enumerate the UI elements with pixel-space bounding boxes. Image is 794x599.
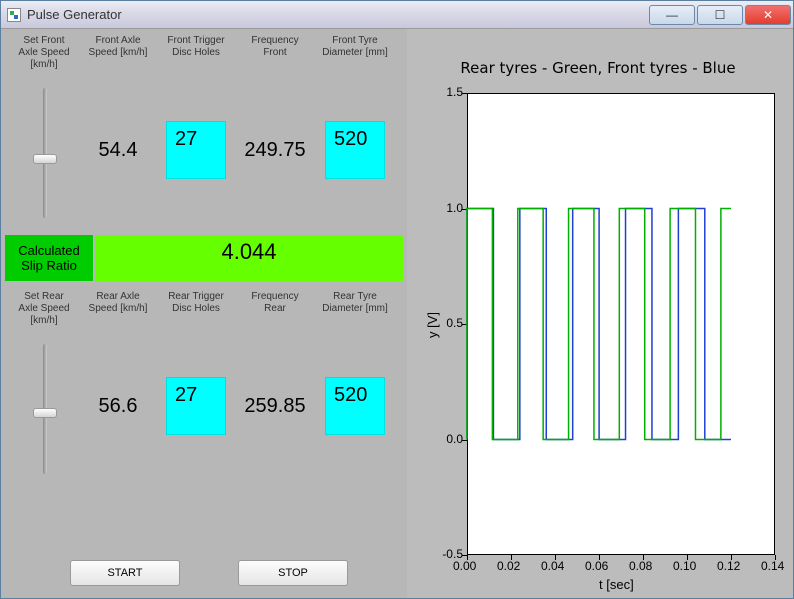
- minimize-button[interactable]: —: [649, 5, 695, 25]
- x-tick: 0.06: [585, 559, 608, 573]
- button-row: START STOP: [1, 556, 407, 590]
- slip-ratio-row: Calculated Slip Ratio 4.044: [1, 235, 407, 281]
- x-tick: 0.00: [453, 559, 476, 573]
- front-disc-holes-header: Front Trigger Disc Holes: [157, 35, 235, 71]
- rear-disc-holes-value[interactable]: 27: [166, 377, 226, 435]
- front-axle-speed-header: Front Axle Speed [km/h]: [79, 35, 157, 71]
- maximize-button[interactable]: ☐: [697, 5, 743, 25]
- x-axis-label: t [sec]: [599, 577, 634, 592]
- rear-frequency-header: Frequency Rear: [235, 291, 315, 327]
- close-button[interactable]: ✕: [745, 5, 791, 25]
- content-area: Set Front Axle Speed [km/h] Front Axle S…: [1, 29, 793, 598]
- rear-header-row: Set Rear Axle Speed [km/h] Rear Axle Spe…: [1, 289, 407, 327]
- pulse-chart: Rear tyres - Green, Front tyres - Blue 0…: [411, 59, 785, 586]
- front-data-row: 54.4 27 249.75 520: [1, 71, 407, 229]
- front-tyre-diam-box: 520: [315, 121, 395, 179]
- front-frequency-value: 249.75: [235, 139, 315, 162]
- x-tick: 0.04: [541, 559, 564, 573]
- slider-track: [43, 88, 47, 218]
- stop-button[interactable]: STOP: [238, 560, 348, 586]
- slip-ratio-label: Calculated Slip Ratio: [5, 235, 93, 281]
- rear-axle-speed-value: 56.6: [79, 395, 157, 418]
- front-speed-slider[interactable]: [9, 78, 79, 223]
- rear-disc-holes-header: Rear Trigger Disc Holes: [157, 291, 235, 327]
- front-header-row: Set Front Axle Speed [km/h] Front Axle S…: [1, 33, 407, 71]
- rear-axle-speed-header: Rear Axle Speed [km/h]: [79, 291, 157, 327]
- rear-disc-holes-box: 27: [157, 377, 235, 435]
- slider-thumb[interactable]: [33, 154, 57, 164]
- slip-ratio-value: 4.044: [95, 235, 403, 281]
- front-tyre-diam-header: Front Tyre Diameter [mm]: [315, 35, 395, 71]
- window-buttons: — ☐ ✕: [649, 1, 793, 28]
- front-disc-holes-box: 27: [157, 121, 235, 179]
- front-axle-speed-value: 54.4: [79, 139, 157, 162]
- front-disc-holes-value[interactable]: 27: [166, 121, 226, 179]
- x-tick: 0.12: [717, 559, 740, 573]
- app-window: Pulse Generator — ☐ ✕ Set Front Axle Spe…: [0, 0, 794, 599]
- controls-panel: Set Front Axle Speed [km/h] Front Axle S…: [1, 29, 407, 598]
- front-frequency-header: Frequency Front: [235, 35, 315, 71]
- x-tick: 0.14: [761, 559, 784, 573]
- titlebar-left: Pulse Generator: [7, 7, 122, 22]
- start-button[interactable]: START: [70, 560, 180, 586]
- chart-panel: Rear tyres - Green, Front tyres - Blue 0…: [407, 29, 793, 598]
- slider-thumb[interactable]: [33, 408, 57, 418]
- pulse-svg: [411, 59, 777, 557]
- rear-tyre-diam-value[interactable]: 520: [325, 377, 385, 435]
- rear-frequency-value: 259.85: [235, 395, 315, 418]
- rear-set-speed-header: Set Rear Axle Speed [km/h]: [9, 291, 79, 327]
- rear-tyre-diam-header: Rear Tyre Diameter [mm]: [315, 291, 395, 327]
- window-title: Pulse Generator: [27, 7, 122, 22]
- series-front: [467, 209, 731, 440]
- x-tick: 0.02: [497, 559, 520, 573]
- x-tick: 0.08: [629, 559, 652, 573]
- rear-data-row: 56.6 27 259.85 520: [1, 327, 407, 485]
- app-icon: [7, 8, 21, 22]
- rear-tyre-diam-box: 520: [315, 377, 395, 435]
- x-tick: 0.10: [673, 559, 696, 573]
- front-tyre-diam-value[interactable]: 520: [325, 121, 385, 179]
- front-set-speed-header: Set Front Axle Speed [km/h]: [9, 35, 79, 71]
- titlebar: Pulse Generator — ☐ ✕: [1, 1, 793, 29]
- rear-speed-slider[interactable]: [9, 334, 79, 479]
